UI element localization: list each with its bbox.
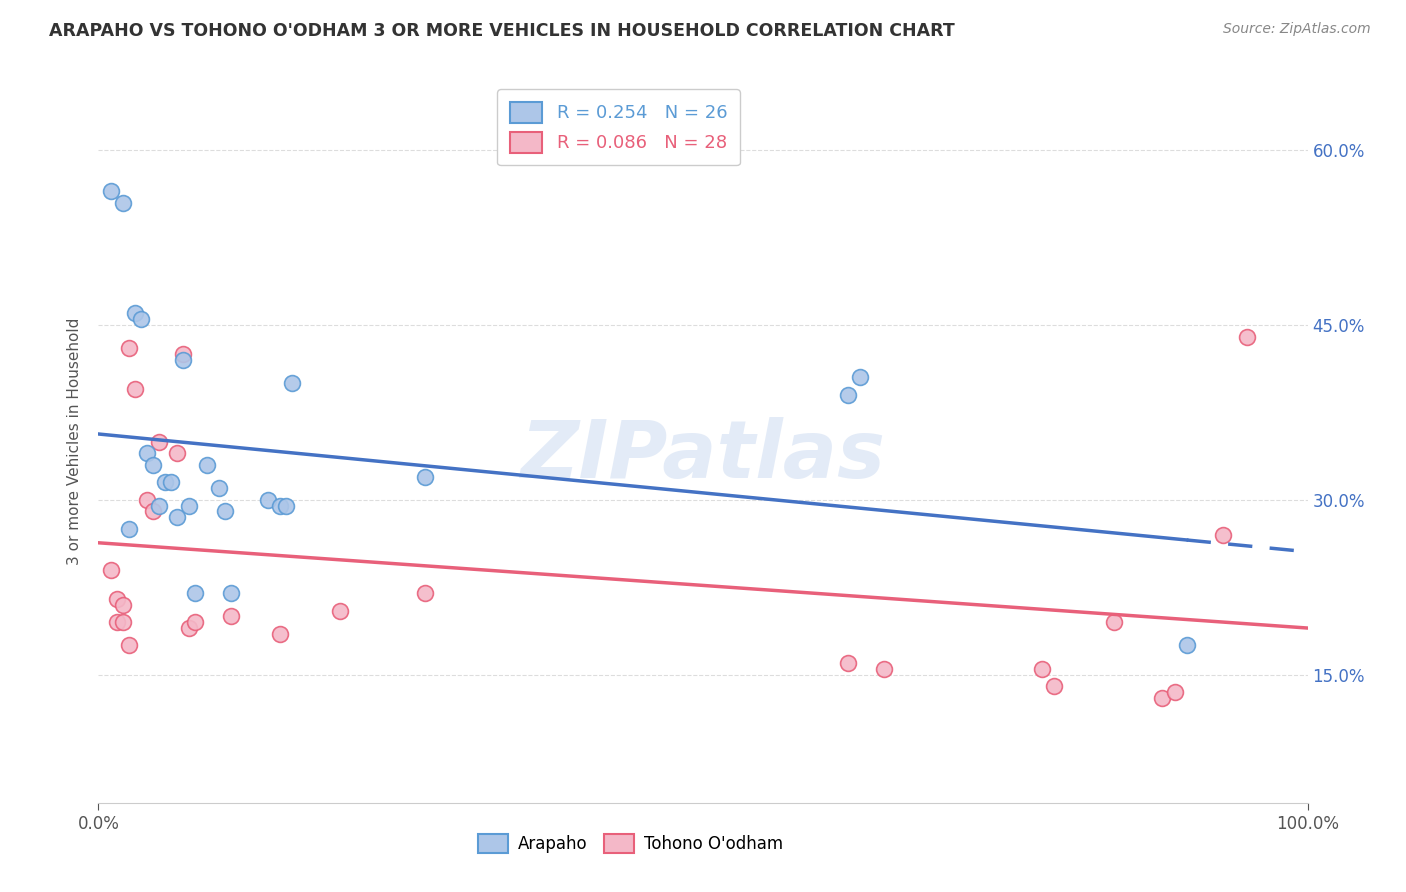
Point <box>118 639 141 653</box>
Point <box>148 434 170 449</box>
Point <box>105 615 128 630</box>
Point <box>269 499 291 513</box>
Point <box>118 341 141 355</box>
Point <box>195 458 218 472</box>
Point <box>148 499 170 513</box>
Point <box>172 347 194 361</box>
Point <box>413 469 436 483</box>
Point <box>184 586 207 600</box>
Point <box>1031 662 1053 676</box>
Legend: Arapaho, Tohono O'odham: Arapaho, Tohono O'odham <box>471 827 790 860</box>
Point <box>166 446 188 460</box>
Point <box>124 306 146 320</box>
Point <box>129 312 152 326</box>
Y-axis label: 3 or more Vehicles in Household: 3 or more Vehicles in Household <box>67 318 83 566</box>
Point <box>142 458 165 472</box>
Point <box>873 662 896 676</box>
Point <box>413 586 436 600</box>
Point <box>135 446 157 460</box>
Point <box>179 499 201 513</box>
Point <box>256 492 278 507</box>
Point <box>329 603 352 617</box>
Point <box>142 504 165 518</box>
Point <box>1152 690 1174 705</box>
Point <box>124 382 146 396</box>
Point <box>837 388 859 402</box>
Point <box>1236 329 1258 343</box>
Point <box>1175 639 1198 653</box>
Point <box>208 481 231 495</box>
Point <box>160 475 183 490</box>
Text: ZIPatlas: ZIPatlas <box>520 417 886 495</box>
Point <box>214 504 236 518</box>
Point <box>100 563 122 577</box>
Point <box>172 353 194 368</box>
Point <box>849 370 872 384</box>
Point <box>105 591 128 606</box>
Point <box>100 184 122 198</box>
Point <box>111 195 134 210</box>
Point <box>1163 685 1185 699</box>
Point <box>1212 528 1234 542</box>
Point <box>153 475 176 490</box>
Point <box>135 492 157 507</box>
Point <box>118 522 141 536</box>
Point <box>184 615 207 630</box>
Point <box>111 598 134 612</box>
Point <box>281 376 304 391</box>
Point <box>111 615 134 630</box>
Point <box>166 510 188 524</box>
Point <box>221 586 243 600</box>
Point <box>274 499 297 513</box>
Point <box>1042 679 1064 693</box>
Point <box>179 621 201 635</box>
Point <box>269 627 291 641</box>
Point <box>1102 615 1125 630</box>
Text: ARAPAHO VS TOHONO O'ODHAM 3 OR MORE VEHICLES IN HOUSEHOLD CORRELATION CHART: ARAPAHO VS TOHONO O'ODHAM 3 OR MORE VEHI… <box>49 22 955 40</box>
Point <box>837 656 859 670</box>
Point <box>221 609 243 624</box>
Text: Source: ZipAtlas.com: Source: ZipAtlas.com <box>1223 22 1371 37</box>
